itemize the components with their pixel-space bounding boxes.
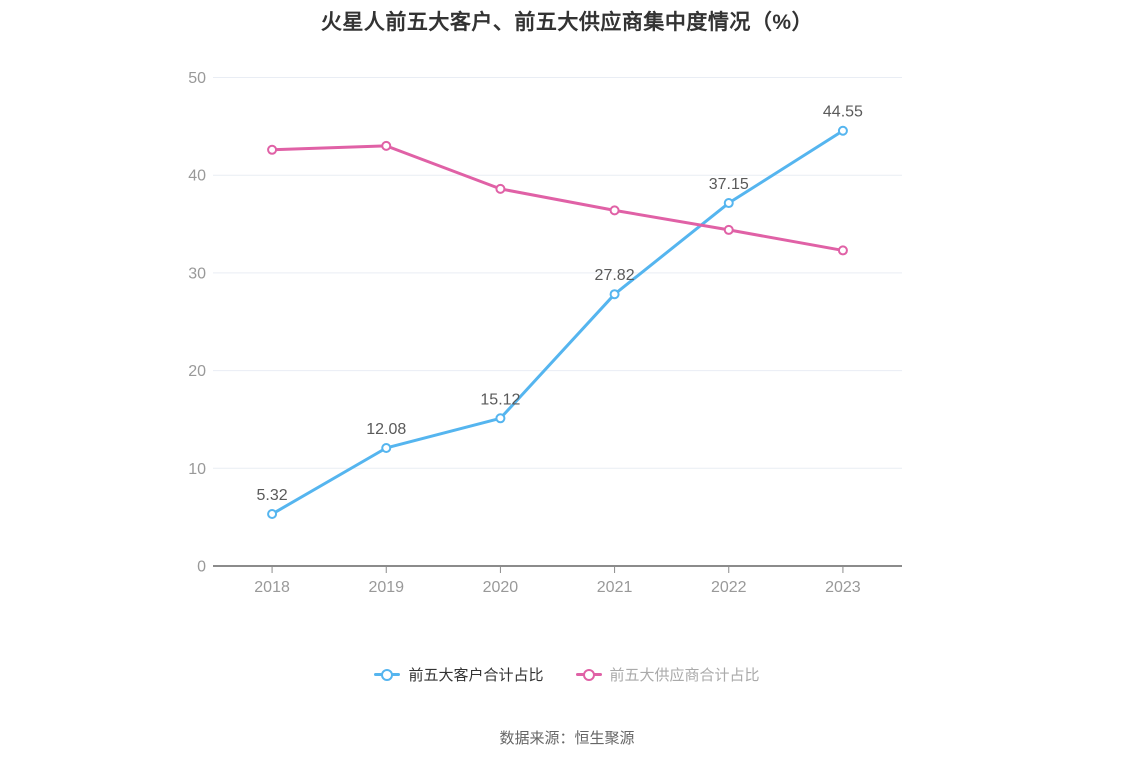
- x-axis-label: 2020: [483, 579, 519, 596]
- line-circle-marker-icon: [575, 668, 602, 681]
- series-line-0: [270, 129, 845, 516]
- data-point: [495, 183, 506, 194]
- line-chart: 0 10 20 30 40 50 2018 2019 2020 2021 2022 2023 5.32 1…: [188, 70, 902, 596]
- y-axis-label: 0: [197, 559, 206, 576]
- data-point: [609, 289, 620, 300]
- y-axis-label: 50: [188, 70, 206, 87]
- data-point: [267, 509, 278, 520]
- legend-label-customers: 前五大客户合计占比: [408, 667, 544, 684]
- series-line-1: [270, 144, 845, 252]
- data-label: 27.82: [595, 267, 635, 284]
- data-point: [837, 245, 848, 256]
- data-point: [723, 198, 734, 209]
- data-point: [837, 125, 848, 136]
- x-axis-label: 2023: [825, 579, 861, 596]
- x-axis-label: 2022: [711, 579, 747, 596]
- data-point: [723, 224, 734, 235]
- legend-label-suppliers: 前五大供应商合计占比: [609, 667, 760, 684]
- y-axis-label: 10: [188, 461, 206, 478]
- legend-item-suppliers[interactable]: 前五大供应商合计占比: [575, 664, 760, 685]
- data-point: [609, 205, 620, 216]
- chart-legend: 前五大客户合计占比 前五大供应商合计占比: [0, 664, 1134, 685]
- line-circle-marker-icon: [374, 668, 401, 681]
- y-axis-label: 20: [188, 363, 206, 380]
- data-label: 15.12: [480, 391, 520, 408]
- chart-title: 火星人前五大客户、前五大供应商集中度情况（%）: [320, 11, 814, 34]
- y-axis-label: 30: [188, 265, 206, 282]
- x-axis-label: 2021: [597, 579, 633, 596]
- data-point: [381, 442, 392, 453]
- data-label: 5.32: [257, 487, 288, 504]
- y-axis-label: 40: [188, 168, 206, 185]
- data-source-note: 数据来源：恒生聚源: [499, 730, 635, 747]
- data-point: [267, 144, 278, 155]
- data-label: 12.08: [366, 421, 406, 438]
- data-label: 44.55: [823, 104, 863, 121]
- x-axis-label: 2019: [368, 579, 404, 596]
- legend-item-customers[interactable]: 前五大客户合计占比: [374, 664, 544, 685]
- x-axis-label: 2018: [254, 579, 290, 596]
- data-point: [381, 140, 392, 151]
- data-label: 37.15: [709, 176, 749, 193]
- data-point: [495, 413, 506, 424]
